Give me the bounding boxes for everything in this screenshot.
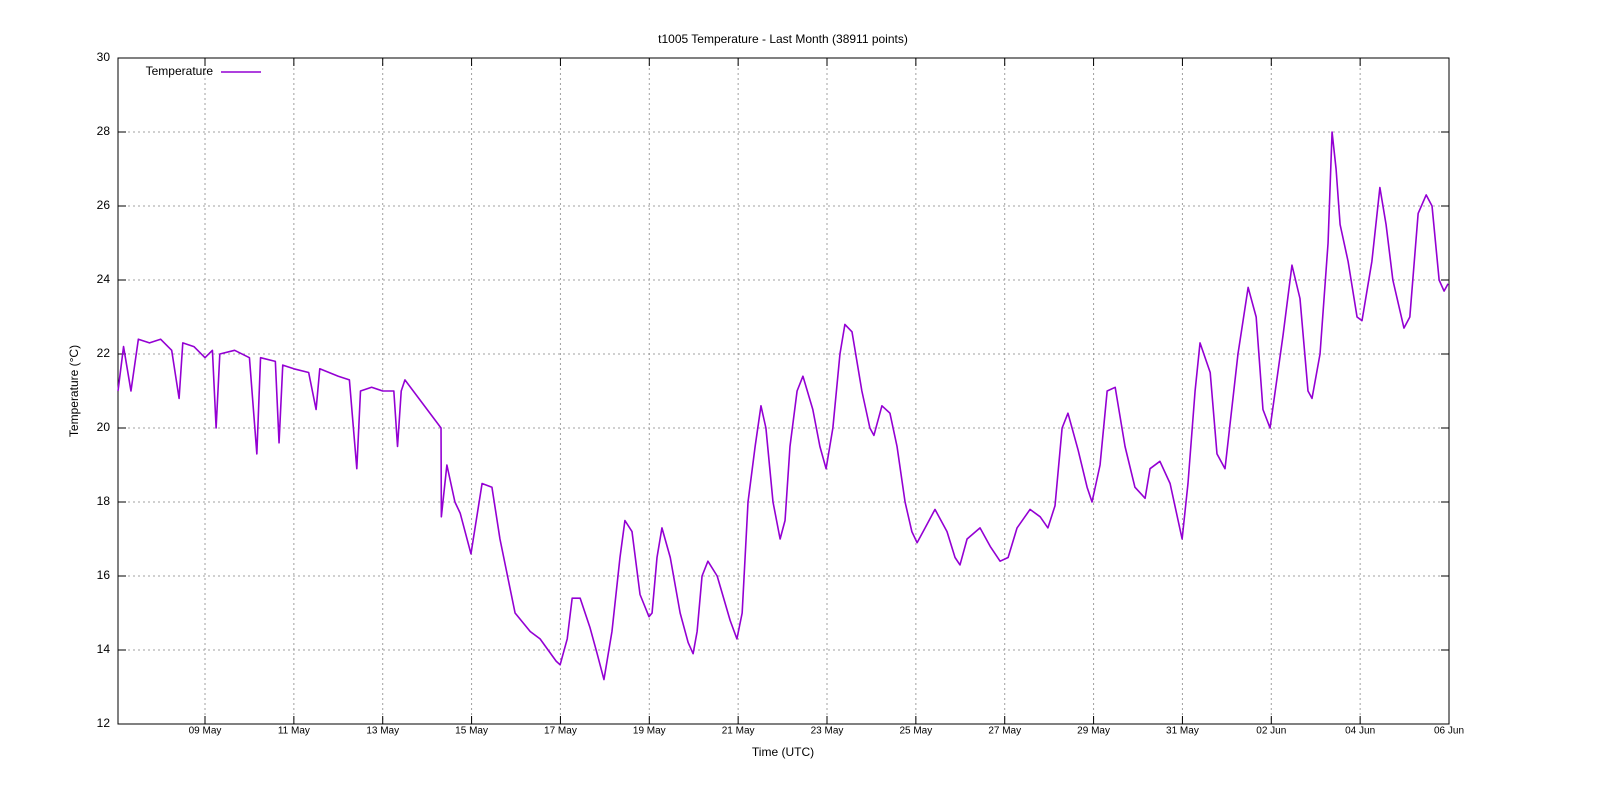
x-tick-label: 06 Jun [1434,726,1464,737]
chart-title: t1005 Temperature - Last Month (38911 po… [658,32,908,46]
data-line [117,131,1449,681]
x-tick-label: 11 May [278,726,310,737]
x-tick-label: 09 May [189,726,222,737]
x-tick-label: 19 May [633,726,666,737]
y-tick-label: 28 [97,124,111,138]
y-tick-label: 26 [97,198,111,212]
y-tick-label: 30 [97,50,111,64]
y-tick-label: 24 [97,272,111,286]
x-tick-label: 21 May [722,726,755,737]
x-tick-label: 02 Jun [1256,726,1286,737]
x-tick-label: 15 May [455,726,488,737]
x-tick-label: 17 May [544,726,577,737]
x-tick-label: 25 May [899,726,932,737]
x-tick-label: 04 Jun [1345,726,1375,737]
y-tick-label: 14 [97,642,111,656]
x-tick-label: 27 May [988,726,1021,737]
x-tick-label: 23 May [811,726,844,737]
x-tick-label: 29 May [1077,726,1110,737]
y-tick-label: 16 [97,568,111,582]
y-tick-label: 22 [97,346,111,360]
legend-label: Temperature [146,64,214,78]
y-axis-label: Temperature (°C) [67,345,81,437]
x-axis-label: Time (UTC) [752,745,814,759]
y-tick-label: 12 [97,716,111,730]
y-tick-label: 20 [97,420,111,434]
x-tick-label: 31 May [1166,726,1199,737]
x-tick-label: 13 May [366,726,399,737]
y-tick-label: 18 [97,494,111,508]
